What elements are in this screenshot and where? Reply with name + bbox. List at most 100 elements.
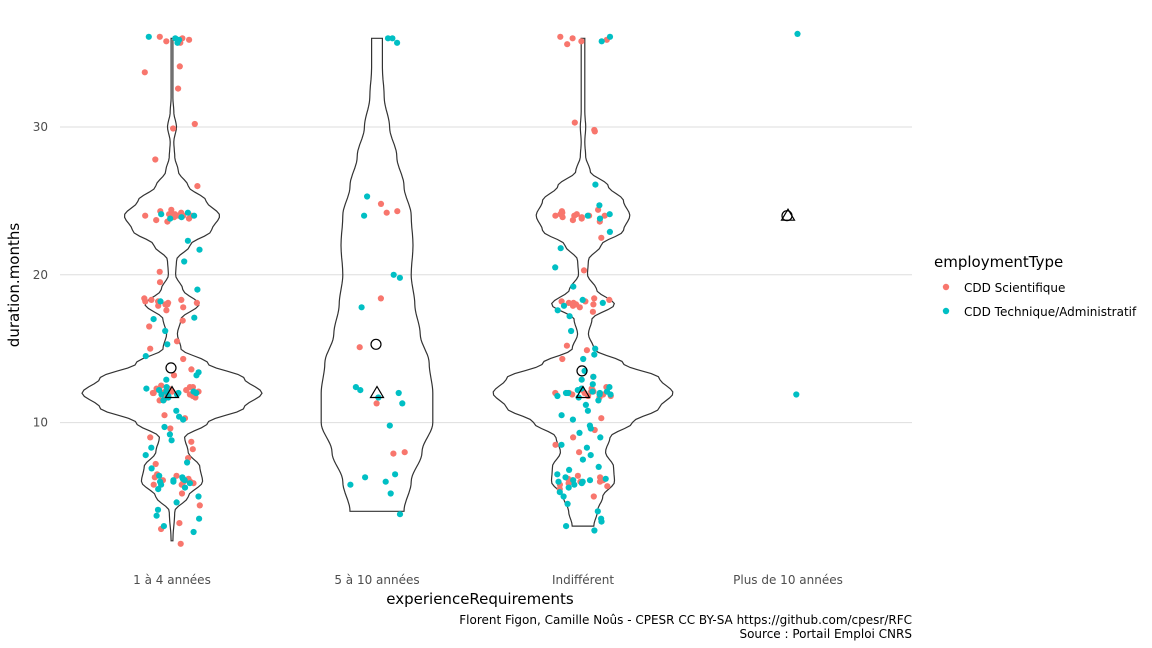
point-cdd-technique-administratif	[181, 258, 188, 265]
point-cdd-technique-administratif	[150, 316, 157, 323]
point-cdd-technique-administratif	[394, 39, 401, 46]
point-cdd-scientifique	[569, 35, 576, 42]
point-cdd-technique-administratif	[168, 437, 175, 444]
point-cdd-scientifique	[390, 450, 397, 457]
point-cdd-technique-administratif	[793, 391, 800, 398]
x-axis-title: experienceRequirements	[386, 590, 574, 608]
point-cdd-scientifique	[591, 295, 598, 302]
point-cdd-scientifique	[194, 183, 201, 190]
point-cdd-technique-administratif	[576, 429, 583, 436]
point-cdd-technique-administratif	[396, 274, 403, 281]
point-cdd-scientifique	[571, 119, 578, 126]
jitter-points	[141, 30, 801, 547]
point-cdd-scientifique	[580, 267, 588, 274]
point-cdd-technique-administratif	[154, 506, 162, 513]
point-cdd-scientifique	[573, 211, 580, 218]
point-cdd-technique-administratif	[562, 474, 569, 481]
point-cdd-scientifique	[186, 36, 193, 43]
point-cdd-technique-administratif	[173, 499, 180, 506]
legend: employmentType CDD Scientifique CDD Tech…	[934, 253, 1137, 319]
point-cdd-technique-administratif	[560, 493, 567, 500]
point-cdd-scientifique	[165, 299, 172, 306]
point-cdd-technique-administratif	[794, 30, 801, 37]
point-cdd-technique-administratif	[390, 271, 397, 278]
point-cdd-technique-administratif	[595, 397, 602, 404]
point-cdd-scientifique	[152, 156, 159, 163]
point-cdd-technique-administratif	[566, 313, 573, 320]
point-cdd-technique-administratif	[186, 480, 193, 487]
summary-markers	[164, 208, 796, 399]
point-cdd-technique-administratif	[598, 38, 605, 45]
point-cdd-scientifique	[597, 474, 604, 481]
x-tick-label-indifferent: Indifférent	[552, 573, 614, 587]
point-cdd-scientifique	[590, 493, 597, 500]
point-cdd-scientifique	[377, 295, 384, 302]
point-cdd-technique-administratif	[164, 341, 171, 348]
point-cdd-scientifique	[598, 234, 605, 241]
median-marker-indifferent	[575, 385, 591, 399]
point-cdd-scientifique	[565, 299, 572, 306]
point-cdd-technique-administratif	[554, 307, 561, 314]
point-cdd-scientifique	[564, 41, 571, 48]
point-cdd-technique-administratif	[148, 444, 155, 451]
point-cdd-scientifique	[167, 425, 174, 432]
point-cdd-scientifique	[175, 85, 182, 92]
point-cdd-technique-administratif	[596, 389, 603, 397]
point-cdd-scientifique	[377, 200, 385, 207]
point-cdd-scientifique	[196, 502, 203, 509]
point-cdd-technique-administratif	[395, 389, 402, 397]
point-cdd-scientifique	[150, 481, 157, 488]
point-cdd-technique-administratif	[384, 35, 392, 42]
median-marker-5-a-10-annees	[369, 385, 385, 399]
point-cdd-technique-administratif	[148, 465, 155, 472]
point-cdd-technique-administratif	[587, 452, 594, 459]
point-cdd-scientifique	[156, 279, 164, 286]
point-cdd-scientifique	[141, 69, 148, 76]
gridlines	[60, 126, 912, 424]
point-cdd-technique-administratif	[583, 444, 591, 451]
point-cdd-technique-administratif	[580, 355, 587, 363]
point-cdd-technique-administratif	[599, 299, 606, 306]
point-cdd-technique-administratif	[163, 384, 170, 391]
point-cdd-technique-administratif	[568, 327, 575, 335]
legend-title: employmentType	[934, 253, 1063, 271]
point-cdd-technique-administratif	[184, 459, 191, 466]
point-cdd-scientifique	[177, 540, 184, 547]
point-cdd-technique-administratif	[178, 214, 185, 221]
point-cdd-technique-administratif	[347, 481, 354, 488]
y-axis-ticks: 10 20 30	[33, 120, 48, 430]
mean-marker-indifferent	[576, 365, 588, 377]
point-cdd-technique-administratif	[558, 441, 565, 448]
mean-marker-1-a-4-annees	[165, 362, 177, 374]
point-cdd-scientifique	[570, 299, 577, 306]
point-cdd-scientifique	[189, 446, 196, 453]
point-cdd-technique-administratif	[142, 353, 149, 360]
point-cdd-technique-administratif	[570, 477, 577, 484]
point-cdd-technique-administratif	[592, 181, 599, 188]
point-cdd-technique-administratif	[606, 228, 614, 235]
point-cdd-scientifique	[578, 214, 585, 221]
point-cdd-technique-administratif	[555, 478, 562, 485]
point-cdd-scientifique	[557, 33, 564, 40]
point-cdd-technique-administratif	[582, 401, 590, 408]
point-cdd-scientifique	[590, 301, 597, 308]
violin-5-a-10-annees	[320, 37, 434, 512]
median-marker-1-a-4-annees	[164, 385, 180, 399]
point-cdd-scientifique	[574, 472, 582, 479]
point-cdd-technique-administratif	[596, 215, 604, 222]
point-cdd-scientifique	[156, 33, 163, 40]
point-cdd-technique-administratif	[362, 474, 369, 481]
point-cdd-technique-administratif	[160, 397, 167, 404]
point-cdd-scientifique	[570, 434, 577, 441]
point-cdd-scientifique	[173, 338, 181, 345]
point-cdd-technique-administratif	[176, 413, 183, 420]
point-cdd-scientifique	[563, 342, 571, 349]
point-cdd-scientifique	[146, 323, 153, 330]
point-cdd-scientifique	[152, 460, 159, 468]
y-tick-label-10: 10	[33, 416, 48, 430]
point-cdd-technique-administratif	[591, 351, 598, 358]
point-cdd-scientifique	[176, 520, 183, 527]
point-cdd-scientifique	[589, 308, 597, 315]
point-cdd-scientifique	[356, 344, 363, 351]
